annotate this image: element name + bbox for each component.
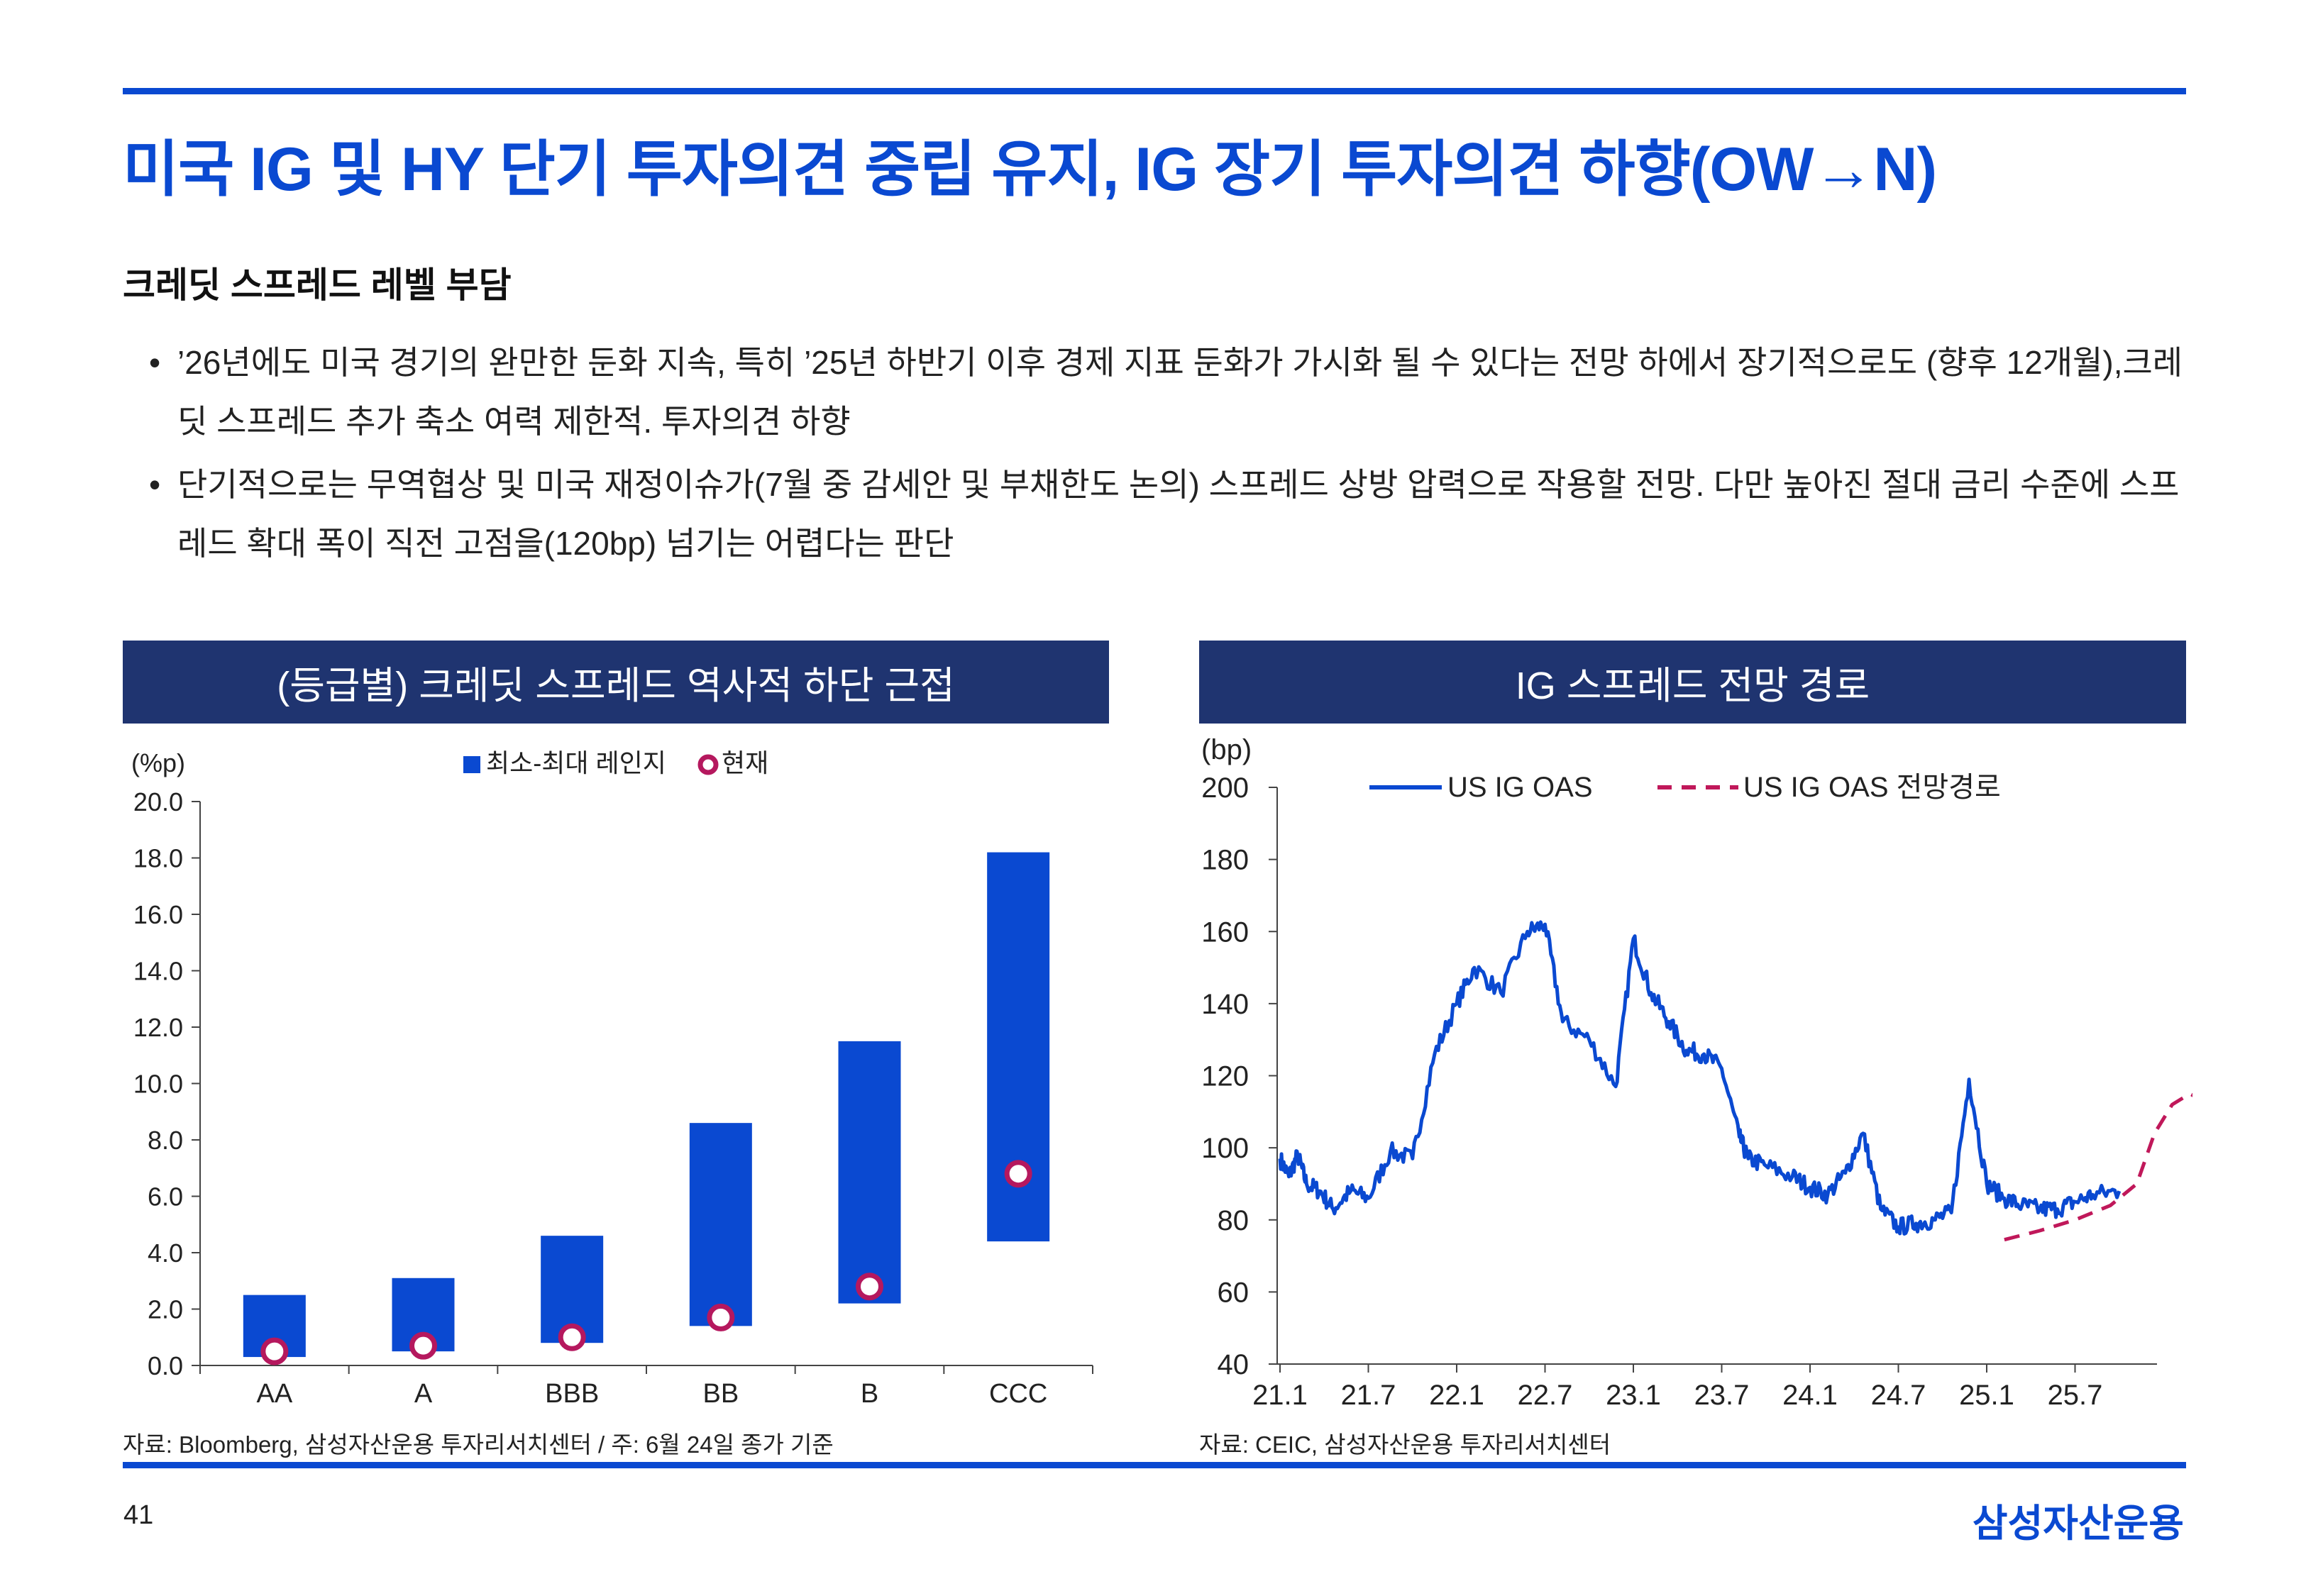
brand-logo: 삼성자산운용 bbox=[1972, 1502, 2184, 1545]
y-tick-label: 200 bbox=[1201, 772, 1249, 804]
current-marker-a bbox=[409, 1331, 437, 1360]
y-tick-label: 16.0 bbox=[133, 900, 183, 929]
y-axis-unit: (bp) bbox=[1201, 734, 1252, 765]
x-tick-label: 22.1 bbox=[1429, 1380, 1484, 1411]
current-marker-ccc bbox=[1004, 1160, 1032, 1188]
ig-spread-path-chart: 40 60 80 100 120 140 160 180 200 21.1 21.7 22.1 22.7… bbox=[1201, 734, 2192, 1411]
y-tick-label: 14.0 bbox=[133, 957, 183, 986]
x-tick-label: A bbox=[414, 1379, 433, 1409]
y-tick-label: 10.0 bbox=[133, 1070, 183, 1099]
x-tick-label: 25.1 bbox=[1959, 1380, 2014, 1411]
x-tick-label: B bbox=[861, 1379, 878, 1409]
y-tick-label: 100 bbox=[1201, 1133, 1249, 1164]
legend-forecast-label: US IG OAS 전망경로 bbox=[1743, 772, 2001, 803]
bullet-marker: • bbox=[149, 466, 161, 503]
y-tick-label: 12.0 bbox=[133, 1013, 183, 1042]
x-tick-label: 24.7 bbox=[1871, 1380, 1926, 1411]
section-subhead: 크레딧 스프레드 레벨 부담 bbox=[123, 265, 512, 305]
series-line-us-ig-oas bbox=[1278, 920, 2122, 1236]
chart-legend: US IG OAS US IG OAS 전망경로 bbox=[1369, 772, 2001, 803]
y-axis-unit: (%p) bbox=[131, 748, 185, 777]
x-tick-label: 22.7 bbox=[1518, 1380, 1573, 1411]
legend-oas-label: US IG OAS bbox=[1447, 772, 1593, 803]
current-marker-bb bbox=[707, 1303, 735, 1331]
y-tick-label: 60 bbox=[1218, 1277, 1249, 1308]
left-chart-source: 자료: Bloomberg, 삼성자산운용 투자리서치센터 / 주: 6월 24… bbox=[123, 1431, 834, 1458]
bullet-text: 단기적으로는 무역협상 및 미국 재정이슈가(7월 중 감세안 및 부채한도 논… bbox=[177, 466, 2180, 562]
current-marker-b bbox=[856, 1273, 883, 1301]
x-tick-label: 23.7 bbox=[1694, 1380, 1750, 1411]
x-tick-label: AA bbox=[256, 1379, 292, 1409]
y-tick-label: 140 bbox=[1201, 989, 1249, 1020]
y-tick-label: 8.0 bbox=[148, 1126, 183, 1155]
x-tick-label: 25.7 bbox=[2048, 1380, 2103, 1411]
bottom-rule bbox=[123, 1462, 2186, 1468]
left-panel-header: (등급별) 크레딧 스프레드 역사적 하단 근접 bbox=[123, 641, 1109, 724]
legend-range-label: 최소-최대 레인지 bbox=[486, 748, 666, 777]
y-tick-label: 20.0 bbox=[133, 787, 183, 816]
legend-current-swatch bbox=[697, 754, 719, 775]
legend-range-swatch bbox=[463, 756, 480, 773]
y-tick-label: 2.0 bbox=[148, 1295, 183, 1324]
x-tick-label: 21.7 bbox=[1341, 1380, 1396, 1411]
bullet-item: • ’26년에도 미국 경기의 완만한 둔화 지속, 특히 ’25년 하반기 이… bbox=[149, 333, 2207, 451]
range-bar-bb bbox=[689, 1123, 752, 1326]
bullet-text: ’26년에도 미국 경기의 완만한 둔화 지속, 특히 ’25년 하반기 이후 … bbox=[177, 344, 2183, 440]
x-tick-label: BB bbox=[702, 1379, 739, 1409]
y-tick-label: 18.0 bbox=[133, 844, 183, 873]
y-tick-label: 180 bbox=[1201, 845, 1249, 876]
y-tick-label: 160 bbox=[1201, 916, 1249, 948]
x-tick-label: CCC bbox=[989, 1379, 1047, 1409]
page-number: 41 bbox=[123, 1500, 154, 1530]
legend-current-label: 현재 bbox=[722, 748, 768, 777]
y-tick-label: 40 bbox=[1218, 1349, 1249, 1380]
x-tick-label: 21.1 bbox=[1252, 1380, 1308, 1411]
right-chart-source: 자료: CEIC, 삼성자산운용 투자리서치센터 bbox=[1199, 1431, 1611, 1458]
y-tick-label: 80 bbox=[1218, 1205, 1249, 1236]
chart-legend: 최소-최대 레인지 현재 bbox=[463, 748, 768, 777]
page-title: 미국 IG 및 HY 단기 투자의견 중립 유지, IG 장기 투자의견 하향(… bbox=[123, 135, 1937, 204]
x-tick-label: 23.1 bbox=[1606, 1380, 1661, 1411]
bullet-marker: • bbox=[149, 344, 161, 381]
current-marker-bbb bbox=[558, 1323, 586, 1351]
x-tick-label: BBB bbox=[545, 1379, 599, 1409]
bullet-item: • 단기적으로는 무역협상 및 미국 재정이슈가(7월 중 감세안 및 부채한도… bbox=[149, 455, 2207, 573]
y-tick-label: 0.0 bbox=[148, 1351, 183, 1380]
y-tick-label: 6.0 bbox=[148, 1182, 183, 1212]
top-rule bbox=[123, 88, 2186, 94]
x-tick-label: 24.1 bbox=[1782, 1380, 1838, 1411]
rating-spread-chart: 0.0 2.0 4.0 6.0 8.0 10.0 12.0 14.0 16.0 18.0 20.0 A… bbox=[131, 748, 1093, 1409]
range-bar-b bbox=[838, 1041, 901, 1304]
series-line-forecast-path bbox=[2004, 1092, 2192, 1242]
current-marker-aa bbox=[260, 1337, 289, 1365]
y-tick-label: 4.0 bbox=[148, 1238, 183, 1268]
y-tick-label: 120 bbox=[1201, 1061, 1249, 1092]
right-panel-header: IG 스프레드 전망 경로 bbox=[1199, 641, 2186, 724]
